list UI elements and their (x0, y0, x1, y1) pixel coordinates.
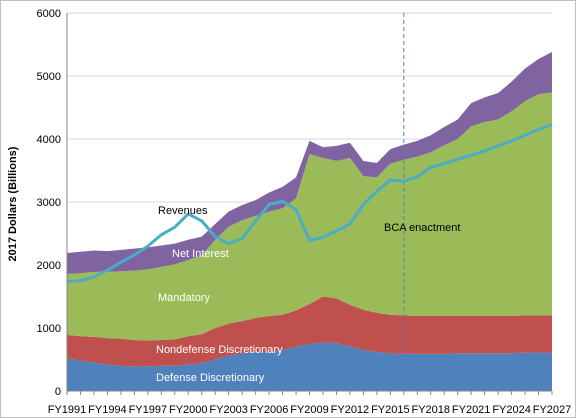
mandatory-area-label: Mandatory (158, 292, 210, 304)
y-tick-label: 3000 (37, 197, 61, 209)
revenues-line (66, 123, 553, 283)
y-tick-label: 1000 (37, 323, 61, 335)
nondefense-area-label: Nondefense Discretionary (156, 344, 283, 356)
x-tick-label: FY1991 (48, 404, 87, 416)
x-tick-label: FY2015 (371, 404, 410, 416)
area-net-interest (67, 52, 552, 274)
y-axis-title: 2017 Dollars (Billions) (7, 146, 19, 261)
area-layer (67, 52, 552, 391)
x-tick-label: FY2024 (492, 404, 531, 416)
x-tick-label: FY2027 (533, 404, 572, 416)
bca-annotation-label: BCA enactment (384, 222, 460, 234)
x-tick-label: FY2012 (331, 404, 370, 416)
y-tick-label: 5000 (37, 71, 61, 83)
x-tick-label: FY2000 (169, 404, 208, 416)
x-tick-label: FY2009 (290, 404, 329, 416)
y-tick-label: 0 (55, 386, 61, 398)
y-tick-label: 6000 (37, 8, 61, 20)
area-defense-discretionary (67, 342, 552, 391)
x-tick-label: FY2003 (209, 404, 248, 416)
x-tick-label: FY2021 (452, 404, 491, 416)
x-tick-label: FY1997 (129, 404, 168, 416)
defense-area-label: Defense Discretionary (156, 372, 265, 384)
x-tick-label: FY2006 (250, 404, 289, 416)
interest-area-label: Net Interest (172, 248, 229, 260)
x-tick-label: FY2018 (411, 404, 450, 416)
area-nondefense-discretionary (67, 296, 552, 367)
y-tick-label: 4000 (37, 134, 61, 146)
revenues-line-label: Revenues (158, 205, 208, 217)
axis-layer: 0 1000 2000 3000 4000 5000 6000 FY1991 FY1994 FY1… (37, 8, 572, 416)
line-layer (66, 13, 553, 391)
x-tick-label: FY1994 (88, 404, 127, 416)
area-mandatory (67, 92, 552, 341)
y-tick-label: 2000 (37, 260, 61, 272)
